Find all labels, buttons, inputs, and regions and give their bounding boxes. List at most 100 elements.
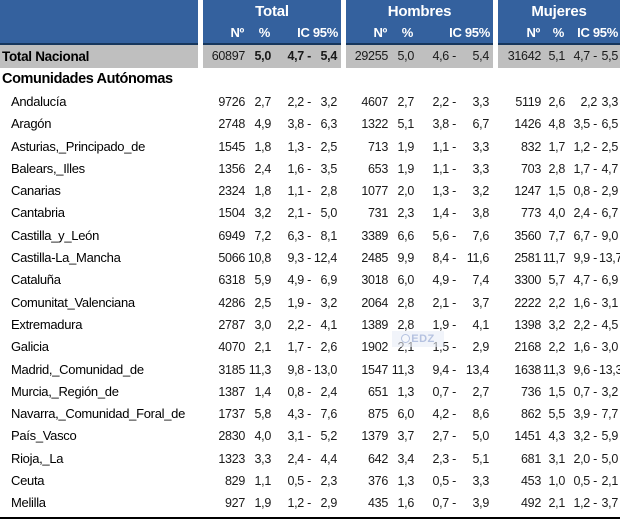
column-gap bbox=[493, 202, 498, 225]
cell-mujeres-ic-high: 13,3 bbox=[599, 362, 620, 377]
cell-hombres-n: 1379 bbox=[361, 429, 388, 444]
cell-mujeres-pct: 4,3 bbox=[548, 429, 566, 444]
cell-total-ic-low: 2,2 - bbox=[287, 317, 311, 332]
cell-total-ic-low: 1,1 - bbox=[287, 184, 311, 199]
subheader-n: Nº bbox=[526, 25, 540, 40]
cell-total-n: 1356 bbox=[218, 161, 245, 176]
column-gap bbox=[198, 403, 203, 426]
row-label: Castilla_y_León bbox=[11, 227, 100, 243]
table-row: Canarias 2324 1,8 1,1 - 2,8 1077 2,0 1,3 - 3,2 12… bbox=[0, 180, 620, 203]
row-label: Extremadura bbox=[11, 316, 83, 332]
column-gap bbox=[198, 135, 203, 158]
cell-total-n: 9726 bbox=[218, 95, 245, 109]
column-gap bbox=[198, 313, 203, 337]
cell-hombres-pct: 5,1 bbox=[397, 117, 415, 132]
cell-hombres-n: 4607 bbox=[361, 95, 388, 109]
cell-total-pct: 2,5 bbox=[254, 295, 272, 310]
cell-total-pct: 1,4 bbox=[254, 384, 272, 399]
cell-mujeres-n: 2168 bbox=[514, 340, 541, 355]
cell-total-ic-high: 2,8 bbox=[320, 184, 338, 199]
column-gap bbox=[341, 91, 346, 114]
section-header-row: Comunidades Autónomas bbox=[0, 68, 620, 91]
cell-hombres-n: 1322 bbox=[361, 117, 388, 132]
cell-total-ic-high: 2,3 bbox=[320, 474, 338, 489]
column-gap bbox=[341, 45, 346, 68]
column-gap bbox=[493, 247, 498, 270]
column-gap bbox=[493, 269, 498, 292]
column-gap bbox=[198, 157, 203, 181]
cell-total-n: 1737 bbox=[218, 407, 245, 422]
cell-hombres-ic-high: 5,4 bbox=[458, 45, 493, 68]
row-label: Total Nacional bbox=[0, 45, 198, 68]
cell-total-n: 2830 bbox=[218, 429, 245, 444]
cell-hombres-pct: 2,3 bbox=[397, 206, 415, 221]
cell-total-ic-low: 0,5 - bbox=[287, 474, 311, 489]
cell-total-ic-low: 1,7 - bbox=[287, 340, 311, 355]
cell-hombres-ic-high: 6,7 bbox=[472, 117, 490, 132]
column-gap bbox=[493, 91, 498, 114]
cell-total-pct: 2,4 bbox=[254, 161, 272, 176]
cell-total-ic-high: 6,3 bbox=[320, 117, 338, 132]
cell-total-ic-low: 1,2 - bbox=[287, 496, 311, 511]
cell-mujeres-ic-high: 6,7 bbox=[601, 206, 619, 221]
cell-total-ic-low: 4,3 - bbox=[287, 407, 311, 422]
column-gap bbox=[341, 403, 346, 426]
cell-total-pct: 2,1 bbox=[254, 340, 272, 355]
cell-hombres-n: 642 bbox=[368, 451, 388, 466]
cell-hombres-ic-low: 4,9 - bbox=[432, 273, 456, 288]
cell-mujeres-n: 1451 bbox=[514, 429, 541, 444]
cell-hombres-pct: 3,4 bbox=[397, 451, 415, 466]
cell-hombres-pct: 1,3 bbox=[397, 474, 415, 489]
subheader-ic: IC 95% bbox=[449, 25, 490, 40]
cell-hombres-n: 3018 bbox=[361, 273, 388, 288]
cell-mujeres-n: 773 bbox=[521, 206, 541, 221]
cell-hombres-pct: 6,0 bbox=[397, 273, 415, 288]
cell-total-pct: 4,9 bbox=[254, 117, 272, 132]
cell-mujeres-n: 736 bbox=[521, 384, 541, 399]
cell-mujeres-ic-high: 3,7 bbox=[601, 496, 619, 511]
column-gap bbox=[198, 91, 203, 114]
cell-hombres-pct: 2,8 bbox=[397, 317, 415, 332]
column-gap bbox=[493, 180, 498, 203]
column-gap bbox=[198, 0, 203, 45]
cell-hombres-ic-low: 1,4 - bbox=[432, 206, 456, 221]
column-gap bbox=[493, 157, 498, 181]
cell-mujeres-pct: 4,0 bbox=[548, 206, 566, 221]
cell-mujeres-ic-high: 3,1 bbox=[601, 295, 619, 310]
column-gap bbox=[493, 358, 498, 381]
table-bottom-border bbox=[0, 517, 620, 519]
cell-mujeres-pct: 11,3 bbox=[543, 362, 566, 377]
column-gap bbox=[198, 45, 203, 68]
column-gap bbox=[493, 447, 498, 471]
cell-hombres-n: 1547 bbox=[361, 362, 388, 377]
column-gap bbox=[341, 358, 346, 381]
cell-hombres-n: 2485 bbox=[361, 251, 388, 266]
cell-hombres-ic-low: 0,5 - bbox=[432, 474, 456, 489]
column-gap bbox=[198, 492, 203, 515]
cell-mujeres-ic-high: 7,7 bbox=[601, 407, 619, 422]
cell-mujeres-ic-high: 2,9 bbox=[601, 184, 619, 199]
cell-hombres-ic-high: 2,7 bbox=[472, 384, 490, 399]
cell-mujeres-pct: 2,1 bbox=[548, 496, 566, 511]
row-label: Murcia,_Región_de bbox=[11, 383, 119, 399]
column-gap bbox=[341, 313, 346, 337]
cell-hombres-pct: 1,3 bbox=[397, 384, 415, 399]
row-label: Canarias bbox=[11, 183, 61, 199]
row-label: Cantabria bbox=[11, 205, 65, 221]
cell-hombres-ic-high: 8,6 bbox=[472, 407, 490, 422]
cell-mujeres-ic-high: 2,1 bbox=[601, 474, 619, 489]
table-row: Melilla 927 1,9 1,2 - 2,9 435 1,6 0,7 - 3,9 492 2,… bbox=[0, 492, 620, 515]
cell-total-pct: 7,2 bbox=[254, 228, 272, 243]
group-title-mujeres: Mujeres bbox=[531, 3, 587, 20]
cell-hombres-n: 653 bbox=[368, 161, 388, 176]
cell-total-ic-high: 5,4 bbox=[313, 45, 341, 68]
cell-hombres-ic-low: 0,7 - bbox=[432, 496, 456, 511]
cell-total-ic-low: 1,9 - bbox=[287, 295, 311, 310]
cell-mujeres-pct: 3,2 bbox=[548, 317, 566, 332]
column-gap bbox=[493, 135, 498, 158]
cell-mujeres-pct: 5,7 bbox=[548, 273, 566, 288]
cell-mujeres-pct: 1,5 bbox=[548, 384, 566, 399]
table-row: Balears,_Illes 1356 2,4 1,6 - 3,5 653 1,9 1,1 -… bbox=[0, 157, 620, 181]
cell-hombres-n: 1902 bbox=[361, 340, 388, 355]
